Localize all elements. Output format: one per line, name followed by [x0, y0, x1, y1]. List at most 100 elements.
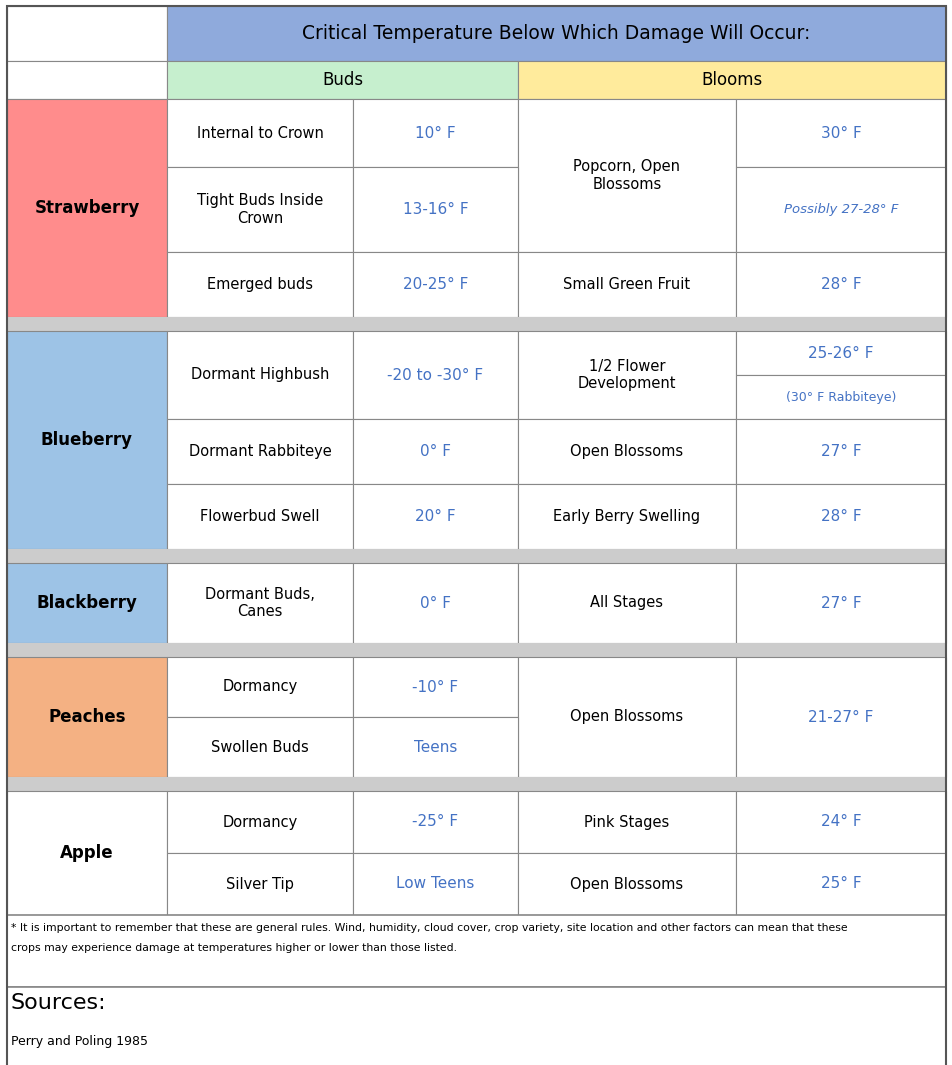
Bar	[352, 853, 518, 915]
Bar	[352, 419, 518, 484]
Bar	[518, 853, 735, 915]
Text: Tight Buds Inside
Crown: Tight Buds Inside Crown	[197, 194, 323, 226]
Text: Dormant Highbush: Dormant Highbush	[190, 367, 328, 382]
Bar	[518, 657, 735, 777]
Bar	[735, 167, 945, 252]
Bar	[167, 717, 352, 777]
Text: 25° F: 25° F	[820, 876, 861, 891]
Text: 20° F: 20° F	[415, 509, 455, 524]
Bar	[7, 791, 167, 915]
Text: 28° F: 28° F	[820, 277, 861, 292]
Bar	[518, 563, 735, 643]
Bar	[167, 167, 352, 252]
Bar	[7, 99, 167, 317]
Bar	[352, 717, 518, 777]
Text: Dormancy: Dormancy	[222, 815, 297, 830]
Text: 30° F: 30° F	[820, 126, 861, 141]
Text: Flowerbud Swell: Flowerbud Swell	[200, 509, 320, 524]
Bar	[7, 643, 945, 657]
Bar	[518, 791, 735, 853]
Text: All Stages: All Stages	[590, 595, 663, 610]
Bar	[352, 563, 518, 643]
Text: 21-27° F: 21-27° F	[807, 709, 873, 724]
Text: Emerged buds: Emerged buds	[207, 277, 312, 292]
Text: -25° F: -25° F	[412, 815, 458, 830]
Bar	[7, 777, 945, 791]
Text: 24° F: 24° F	[820, 815, 861, 830]
Text: * It is important to remember that these are general rules. Wind, humidity, clou: * It is important to remember that these…	[11, 923, 846, 933]
Bar	[167, 61, 518, 99]
Text: Pink Stages: Pink Stages	[584, 815, 669, 830]
Text: Blueberry: Blueberry	[41, 431, 133, 449]
Text: -10° F: -10° F	[412, 679, 458, 694]
Text: 10° F: 10° F	[415, 126, 455, 141]
Text: (30° F Rabbiteye): (30° F Rabbiteye)	[785, 391, 895, 404]
Bar	[735, 791, 945, 853]
Bar	[7, 61, 167, 99]
Bar	[518, 99, 735, 252]
Bar	[518, 484, 735, 548]
Bar	[167, 6, 945, 61]
Bar	[735, 563, 945, 643]
Bar	[167, 419, 352, 484]
Bar	[352, 99, 518, 167]
Text: Peaches: Peaches	[49, 708, 126, 726]
Bar	[735, 252, 945, 317]
Bar	[7, 6, 167, 61]
Bar	[735, 657, 945, 777]
Bar	[735, 484, 945, 548]
Text: Sources:: Sources:	[11, 993, 107, 1013]
Text: Internal to Crown: Internal to Crown	[196, 126, 323, 141]
Bar	[7, 987, 945, 1065]
Bar	[7, 657, 167, 777]
Bar	[7, 331, 167, 548]
Bar	[167, 853, 352, 915]
Text: 1/2 Flower
Development: 1/2 Flower Development	[577, 359, 676, 391]
Text: Dormant Rabbiteye: Dormant Rabbiteye	[188, 444, 331, 459]
Bar	[167, 563, 352, 643]
Text: Small Green Fruit: Small Green Fruit	[563, 277, 690, 292]
Bar	[7, 563, 167, 643]
Bar	[518, 419, 735, 484]
Text: Dormancy: Dormancy	[222, 679, 297, 694]
Text: 27° F: 27° F	[820, 595, 861, 610]
Bar	[735, 331, 945, 375]
Bar	[352, 331, 518, 419]
Bar	[167, 252, 352, 317]
Text: Swollen Buds: Swollen Buds	[211, 739, 308, 754]
Text: Early Berry Swelling: Early Berry Swelling	[553, 509, 700, 524]
Text: Perry and Poling 1985: Perry and Poling 1985	[11, 1035, 148, 1048]
Text: Blackberry: Blackberry	[36, 594, 137, 612]
Bar	[167, 331, 352, 419]
Text: 25-26° F: 25-26° F	[807, 345, 873, 360]
Bar	[518, 252, 735, 317]
Bar	[167, 99, 352, 167]
Text: Dormant Buds,
Canes: Dormant Buds, Canes	[205, 587, 314, 619]
Text: Apple: Apple	[60, 843, 113, 862]
Bar	[518, 61, 945, 99]
Bar	[352, 791, 518, 853]
Bar	[735, 99, 945, 167]
Text: Open Blossoms: Open Blossoms	[570, 876, 683, 891]
Text: Possibly 27-28° F: Possibly 27-28° F	[783, 203, 897, 216]
Text: Silver Tip: Silver Tip	[226, 876, 293, 891]
Text: 20-25° F: 20-25° F	[403, 277, 467, 292]
Text: Strawberry: Strawberry	[34, 199, 140, 217]
Text: -20 to -30° F: -20 to -30° F	[387, 367, 483, 382]
Bar	[518, 331, 735, 419]
Text: 27° F: 27° F	[820, 444, 861, 459]
Bar	[735, 375, 945, 419]
Text: 28° F: 28° F	[820, 509, 861, 524]
Text: 13-16° F: 13-16° F	[403, 202, 467, 217]
Text: Open Blossoms: Open Blossoms	[570, 709, 683, 724]
Text: Teens: Teens	[413, 739, 457, 754]
Bar	[7, 915, 945, 987]
Bar	[7, 317, 945, 331]
Bar	[352, 657, 518, 717]
Bar	[352, 167, 518, 252]
Bar	[352, 252, 518, 317]
Text: crops may experience damage at temperatures higher or lower than those listed.: crops may experience damage at temperatu…	[11, 943, 457, 953]
Bar	[167, 484, 352, 548]
Text: 0° F: 0° F	[420, 595, 450, 610]
Text: 0° F: 0° F	[420, 444, 450, 459]
